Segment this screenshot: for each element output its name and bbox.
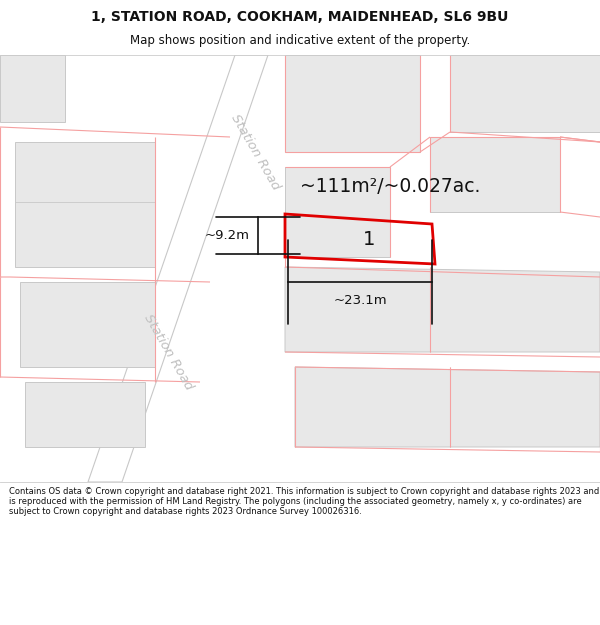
- Polygon shape: [285, 167, 390, 257]
- Polygon shape: [0, 55, 600, 482]
- Text: 1: 1: [363, 230, 376, 249]
- Text: ~23.1m: ~23.1m: [333, 294, 387, 307]
- Text: Map shows position and indicative extent of the property.: Map shows position and indicative extent…: [130, 34, 470, 47]
- Polygon shape: [450, 55, 600, 132]
- Polygon shape: [430, 137, 560, 212]
- Polygon shape: [20, 282, 155, 367]
- Polygon shape: [285, 267, 600, 352]
- Text: ~9.2m: ~9.2m: [205, 229, 250, 242]
- Polygon shape: [25, 382, 145, 447]
- Text: Station Road: Station Road: [228, 112, 282, 192]
- Text: 1, STATION ROAD, COOKHAM, MAIDENHEAD, SL6 9BU: 1, STATION ROAD, COOKHAM, MAIDENHEAD, SL…: [91, 10, 509, 24]
- Polygon shape: [15, 142, 155, 267]
- Text: Station Road: Station Road: [141, 312, 195, 392]
- Polygon shape: [295, 367, 600, 447]
- Polygon shape: [285, 55, 420, 152]
- Polygon shape: [0, 55, 65, 122]
- Polygon shape: [88, 55, 268, 482]
- Text: ~111m²/~0.027ac.: ~111m²/~0.027ac.: [300, 177, 480, 196]
- Text: Contains OS data © Crown copyright and database right 2021. This information is : Contains OS data © Crown copyright and d…: [9, 487, 599, 516]
